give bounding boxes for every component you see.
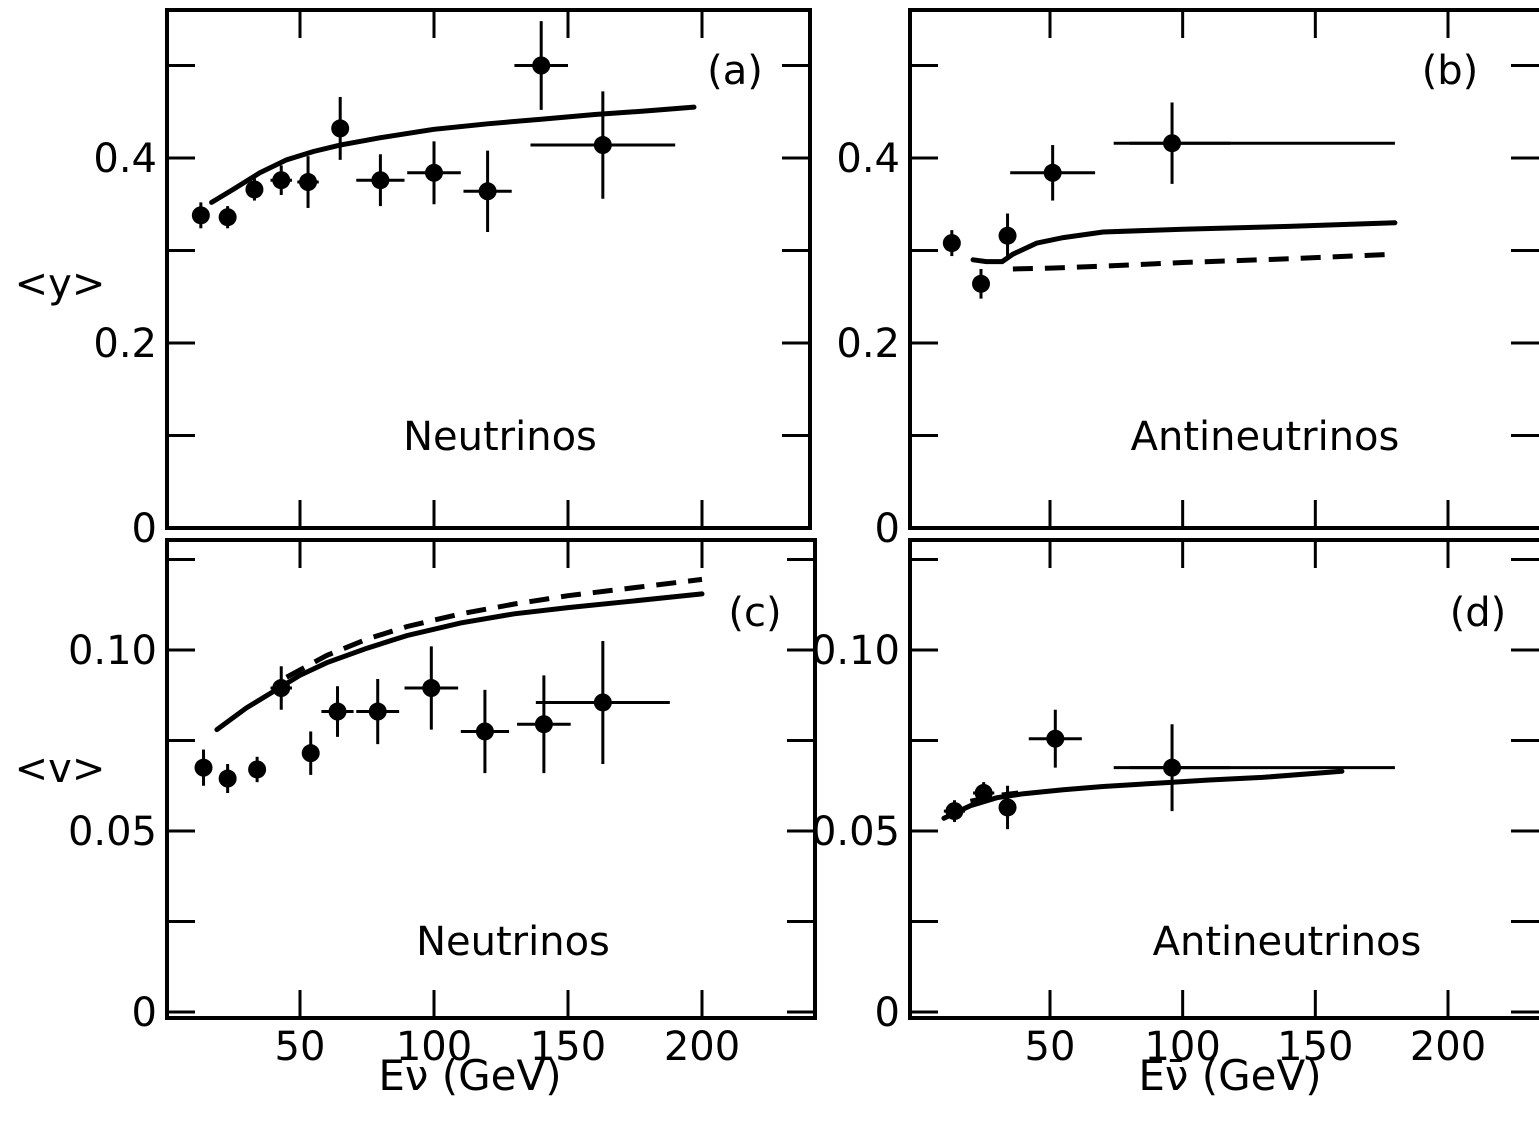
data-point bbox=[463, 150, 512, 232]
data-point bbox=[356, 678, 400, 745]
panel-frame bbox=[165, 8, 812, 530]
panel-annotation: Antineutrinos bbox=[1131, 414, 1400, 460]
y-tick-label: 0 bbox=[132, 506, 157, 552]
x-tick-label: 150 bbox=[1277, 1024, 1353, 1070]
y-tick-label: 0 bbox=[875, 506, 900, 552]
data-point bbox=[321, 686, 354, 737]
y-tick-label: 0.2 bbox=[93, 321, 157, 367]
panel-tag: (b) bbox=[1422, 48, 1479, 94]
x-axis-label: Eν̄ (GeV) bbox=[1138, 1051, 1321, 1100]
data-point bbox=[972, 269, 991, 299]
x-tick-label: 200 bbox=[664, 1024, 740, 1070]
data-point bbox=[356, 154, 405, 207]
x-tick-label: 50 bbox=[1025, 1024, 1076, 1070]
y-tick-label: 0.10 bbox=[68, 628, 157, 674]
data-point bbox=[460, 689, 510, 774]
y-tick-label: 0.10 bbox=[811, 628, 900, 674]
data-point bbox=[248, 756, 267, 783]
data-point bbox=[407, 141, 461, 205]
x-tick-label: 50 bbox=[275, 1024, 326, 1070]
y-axis-label: <y> bbox=[15, 261, 106, 307]
x-tick-label: 150 bbox=[530, 1024, 606, 1070]
data-point bbox=[404, 646, 459, 730]
panel-frame bbox=[908, 8, 1539, 530]
data-point bbox=[270, 165, 292, 195]
data-point bbox=[1028, 709, 1082, 768]
data-point bbox=[301, 731, 320, 775]
panel-annotation: Neutrinos bbox=[403, 414, 597, 460]
data-point bbox=[514, 21, 568, 110]
data-point bbox=[194, 749, 213, 786]
y-tick-label: 0.05 bbox=[68, 809, 157, 855]
panel-tag: (c) bbox=[728, 590, 781, 636]
dashed-curve bbox=[1012, 251, 1396, 272]
panel-annotation: Neutrinos bbox=[416, 919, 610, 965]
data-point bbox=[942, 230, 961, 257]
panel-b: 0 0.2 0.4 (b) Antineutrinos bbox=[836, 8, 1539, 552]
panel-tag: (d) bbox=[1450, 590, 1507, 636]
panel-c: 50 100 150 200 0 0.05 0.10 (c) Neutrinos <v> Eν (G… bbox=[15, 538, 817, 1100]
data-point bbox=[331, 96, 350, 160]
y-tick-label: 0.4 bbox=[93, 136, 157, 182]
y-tick-label: 0 bbox=[875, 990, 900, 1036]
solid-curve bbox=[209, 104, 697, 205]
y-tick-label: 0.4 bbox=[836, 136, 900, 182]
data-point bbox=[218, 206, 237, 229]
data-point bbox=[245, 178, 264, 201]
y-tick-label: 0 bbox=[132, 990, 157, 1036]
data-point bbox=[998, 213, 1017, 258]
panel-frame bbox=[165, 538, 817, 1020]
x-axis-label: Eν (GeV) bbox=[378, 1051, 561, 1100]
y-tick-label: 0.05 bbox=[811, 809, 900, 855]
data-point bbox=[943, 800, 966, 822]
dashed-curve bbox=[285, 576, 703, 680]
panel-frame bbox=[908, 538, 1539, 1020]
solid-curve bbox=[214, 591, 705, 733]
panel-tag: (a) bbox=[707, 48, 763, 94]
y-axis-label: <v> bbox=[15, 746, 106, 792]
solid-curve bbox=[970, 220, 1398, 265]
x-tick-label: 100 bbox=[396, 1024, 472, 1070]
data-point bbox=[191, 202, 210, 229]
data-point bbox=[973, 782, 995, 804]
data-point bbox=[530, 91, 676, 199]
x-tick-label: 200 bbox=[1410, 1024, 1486, 1070]
panel-annotation: Antineutrinos bbox=[1153, 919, 1422, 965]
panel-d: 50 100 150 200 0 0.05 0.10 (d) Antineutrinos Eν̄ … bbox=[811, 538, 1539, 1100]
data-point bbox=[517, 675, 571, 774]
x-tick-label: 100 bbox=[1144, 1024, 1220, 1070]
data-point bbox=[1010, 145, 1096, 201]
data-point bbox=[270, 666, 292, 710]
data-point bbox=[218, 764, 237, 793]
data-point bbox=[535, 640, 670, 765]
y-tick-label: 0.2 bbox=[836, 321, 900, 367]
data-point bbox=[297, 156, 319, 208]
data-point bbox=[998, 785, 1017, 830]
panel-a: 0 0.2 0.4 (a) Neutrinos <y> bbox=[15, 8, 812, 552]
